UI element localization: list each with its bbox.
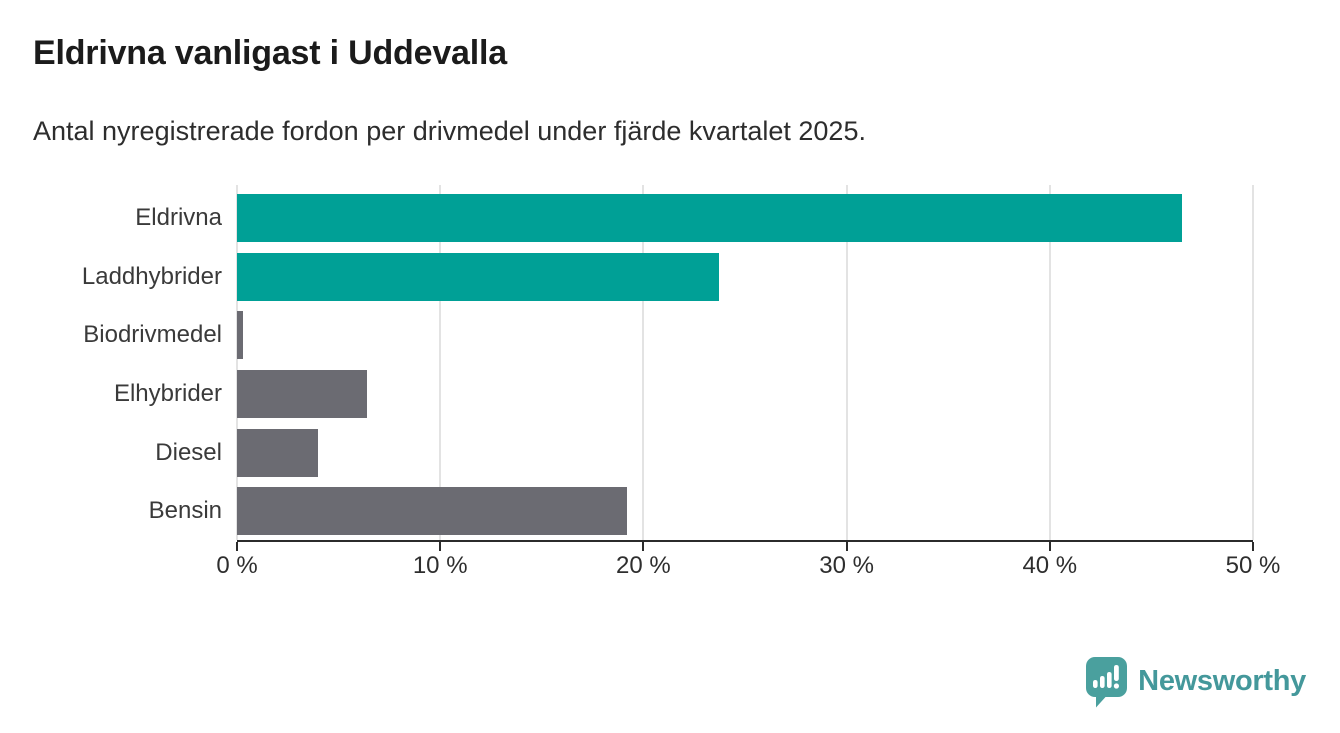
category-label-elhybrider: Elhybrider (113, 380, 222, 408)
axis-tick-label: 40 % (1022, 552, 1078, 579)
axis-tick (1048, 542, 1051, 552)
bar-laddhybrider (237, 252, 719, 301)
axis-tick-label: 10 % (412, 552, 468, 579)
bar-row (237, 370, 1253, 419)
axis-tick (236, 542, 238, 552)
gridline (845, 185, 848, 541)
axis-tick (1252, 542, 1254, 552)
bar-eldrivna (237, 194, 1182, 242)
gridline (1252, 185, 1254, 541)
gridline (642, 185, 645, 541)
bar-row (237, 487, 1253, 536)
category-labels: Eldrivna Laddhybrider Biodrivmedel Elhybrid… (0, 185, 237, 542)
bar-row (237, 311, 1253, 360)
chart-title: Eldrivna vanligast i Uddevalla (33, 34, 507, 72)
axis-tick (439, 542, 442, 552)
gridline (439, 185, 442, 541)
bar-bensin (237, 487, 628, 536)
gridline (1048, 185, 1051, 541)
newsworthy-logo: Newsworthy (1084, 655, 1306, 708)
bar-row (237, 252, 1253, 301)
chart-subtitle: Antal nyregistrerade fordon per drivmede… (33, 116, 866, 146)
axis-tick-label: 50 % (1225, 552, 1281, 579)
category-label-laddhybrider: Laddhybrider (81, 262, 222, 290)
category-label-bensin: Bensin (148, 497, 222, 525)
category-label-diesel: Diesel (155, 438, 222, 466)
axis-tick-labels: 0 % 10 % 20 % 30 % 40 % 50 % (216, 552, 1280, 592)
bar-elhybrider (237, 370, 368, 419)
category-label-eldrivna: Eldrivna (135, 204, 222, 231)
bar-track (236, 185, 1254, 552)
gridline (236, 185, 238, 541)
axis-tick-label: 30 % (819, 552, 874, 579)
bar-diesel (237, 428, 319, 477)
speech-bubble-bar-chart-icon (1086, 657, 1128, 708)
axis-tick (845, 542, 848, 552)
bar-row (237, 428, 1253, 477)
bar-chart: Eldrivna Laddhybrider Biodrivmedel Elhybrid… (0, 185, 1254, 552)
bar-biodrivmedel (237, 311, 244, 360)
axis-tick (642, 542, 645, 552)
category-label-biodrivmedel: Biodrivmedel (83, 321, 222, 349)
axis-tick-label: 0 % (216, 552, 258, 579)
logo-text: Newsworthy (1138, 665, 1306, 697)
axis-tick-label: 20 % (616, 552, 671, 579)
bar-row (237, 194, 1253, 242)
